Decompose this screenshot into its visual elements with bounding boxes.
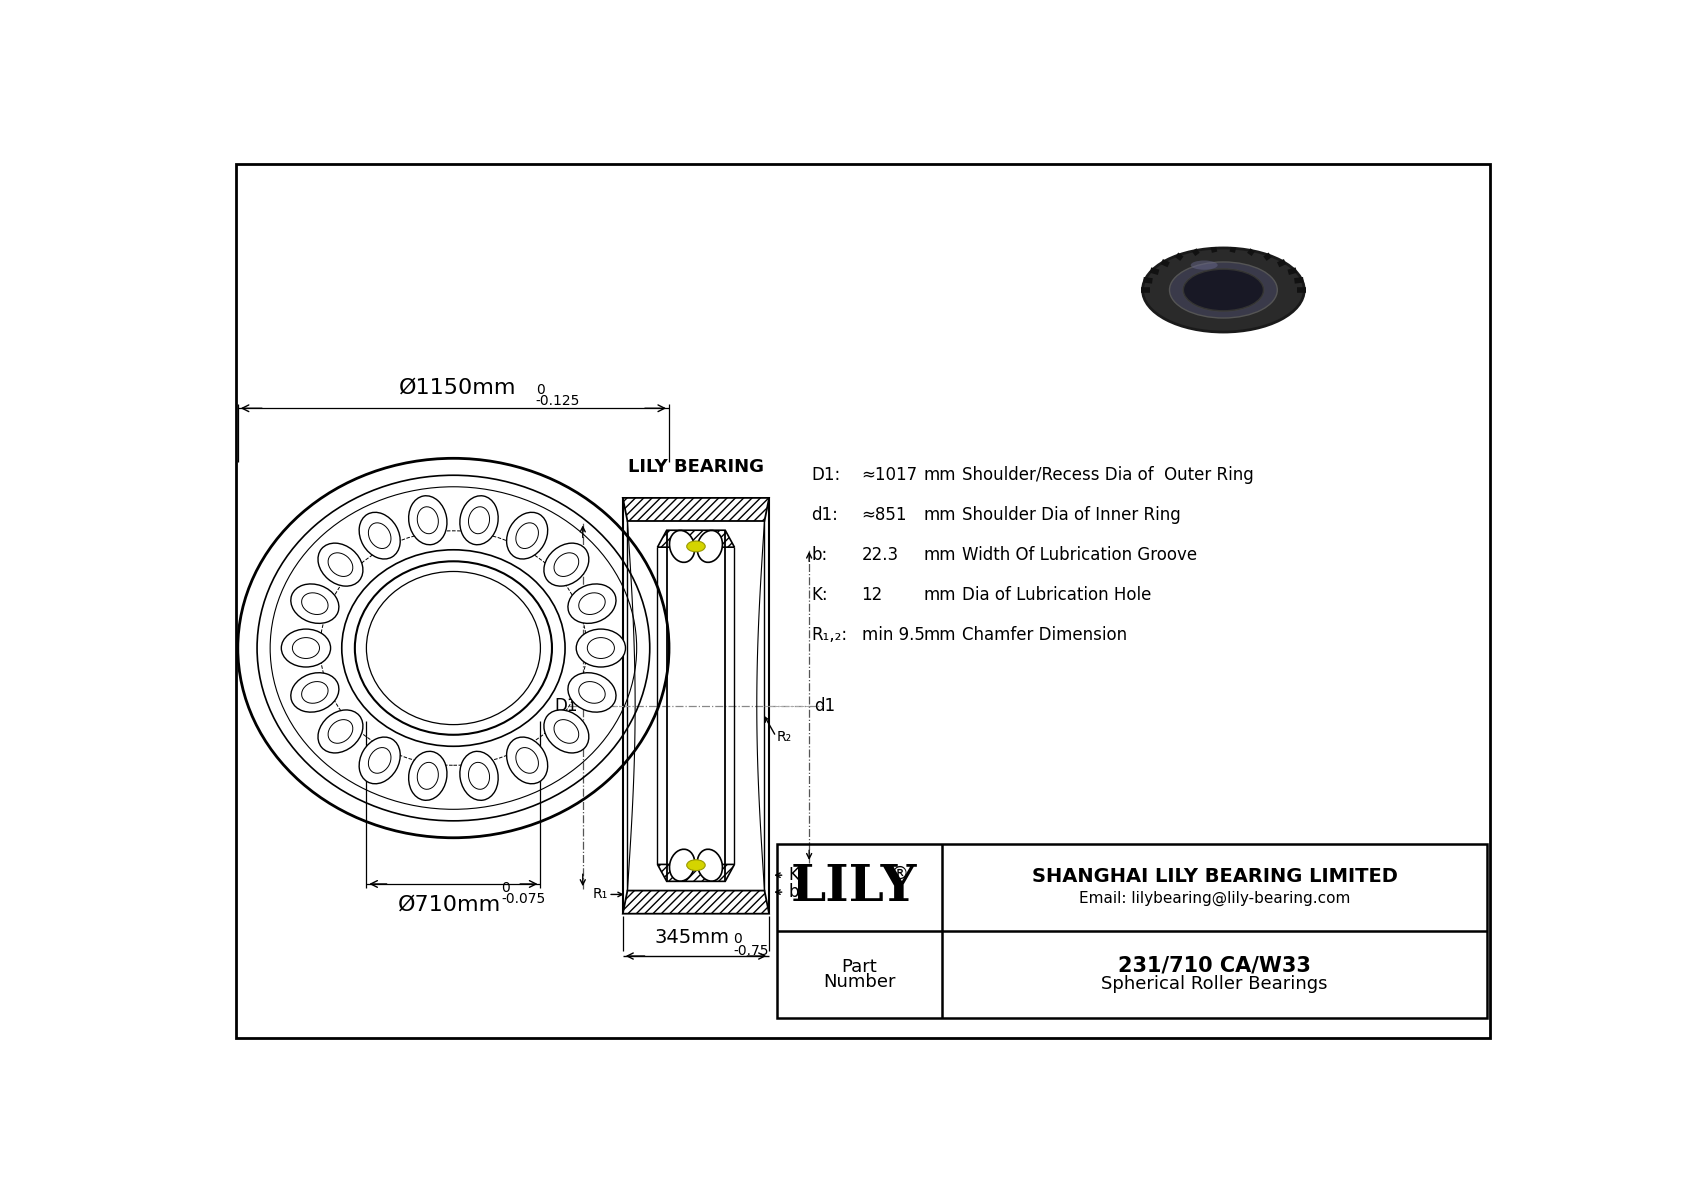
Ellipse shape: [507, 512, 547, 559]
Polygon shape: [657, 530, 734, 547]
Text: mm: mm: [923, 506, 955, 524]
Text: R₁: R₁: [593, 887, 608, 902]
Ellipse shape: [359, 512, 401, 559]
Text: Shoulder/Recess Dia of  Outer Ring: Shoulder/Recess Dia of Outer Ring: [962, 466, 1253, 484]
Bar: [776, 844, 1487, 1017]
Text: ®: ®: [891, 865, 909, 883]
Text: Width Of Lubrication Groove: Width Of Lubrication Groove: [962, 545, 1197, 563]
Ellipse shape: [507, 737, 547, 784]
Ellipse shape: [318, 710, 364, 753]
Text: 22.3: 22.3: [862, 545, 899, 563]
Text: mm: mm: [923, 466, 955, 484]
Text: ≈851: ≈851: [862, 506, 908, 524]
Text: K: K: [788, 866, 800, 884]
Text: -0.075: -0.075: [502, 892, 546, 906]
Text: Number: Number: [823, 973, 896, 991]
Text: mm: mm: [923, 626, 955, 644]
Text: b: b: [788, 884, 798, 902]
Ellipse shape: [1169, 262, 1276, 318]
Text: LILY BEARING: LILY BEARING: [628, 459, 765, 476]
Text: 0: 0: [502, 881, 510, 894]
Text: Spherical Roller Bearings: Spherical Roller Bearings: [1101, 974, 1327, 992]
Ellipse shape: [687, 860, 706, 871]
Ellipse shape: [1184, 269, 1263, 311]
Text: R₁,₂:: R₁,₂:: [812, 626, 847, 644]
Polygon shape: [623, 498, 770, 520]
Text: 0: 0: [536, 382, 544, 397]
Ellipse shape: [576, 629, 625, 667]
Text: R₂: R₂: [776, 730, 791, 743]
Ellipse shape: [318, 543, 364, 586]
Text: 231/710 CA/W33: 231/710 CA/W33: [1118, 955, 1310, 975]
Ellipse shape: [291, 673, 338, 712]
Ellipse shape: [544, 710, 589, 753]
Ellipse shape: [568, 584, 616, 623]
Ellipse shape: [687, 541, 706, 551]
Text: Shoulder Dia of Inner Ring: Shoulder Dia of Inner Ring: [962, 506, 1180, 524]
Ellipse shape: [291, 584, 338, 623]
Text: mm: mm: [923, 586, 955, 604]
Ellipse shape: [1184, 269, 1263, 311]
Text: Part: Part: [842, 958, 877, 975]
Text: Ø1150mm: Ø1150mm: [399, 378, 515, 398]
Ellipse shape: [697, 849, 722, 881]
Text: LILY: LILY: [790, 863, 916, 912]
Polygon shape: [623, 891, 770, 913]
Text: Chamfer Dimension: Chamfer Dimension: [962, 626, 1127, 644]
Ellipse shape: [544, 543, 589, 586]
Text: min 9.5: min 9.5: [862, 626, 925, 644]
Ellipse shape: [460, 752, 498, 800]
Text: d1: d1: [813, 697, 835, 715]
Ellipse shape: [460, 495, 498, 544]
Ellipse shape: [568, 673, 616, 712]
Ellipse shape: [409, 495, 446, 544]
Text: K:: K:: [812, 586, 829, 604]
Ellipse shape: [281, 629, 330, 667]
Text: D1: D1: [554, 697, 578, 715]
Text: -0.75: -0.75: [733, 943, 768, 958]
Ellipse shape: [670, 530, 695, 562]
Text: Dia of Lubrication Hole: Dia of Lubrication Hole: [962, 586, 1150, 604]
Ellipse shape: [670, 849, 695, 881]
Ellipse shape: [359, 737, 401, 784]
Text: 345mm: 345mm: [655, 928, 729, 947]
Text: SHANGHAI LILY BEARING LIMITED: SHANGHAI LILY BEARING LIMITED: [1032, 867, 1398, 886]
Text: mm: mm: [923, 545, 955, 563]
Text: ≈1017: ≈1017: [862, 466, 918, 484]
Ellipse shape: [1191, 261, 1218, 269]
Text: Ø710mm: Ø710mm: [397, 894, 502, 915]
Text: 12: 12: [862, 586, 882, 604]
Text: b:: b:: [812, 545, 829, 563]
Text: 0: 0: [733, 933, 741, 946]
Text: d1:: d1:: [812, 506, 839, 524]
Text: Email: lilybearing@lily-bearing.com: Email: lilybearing@lily-bearing.com: [1079, 891, 1351, 906]
Text: -0.125: -0.125: [536, 393, 581, 407]
Text: D1:: D1:: [812, 466, 840, 484]
Polygon shape: [657, 865, 734, 881]
Ellipse shape: [1142, 248, 1305, 332]
Ellipse shape: [409, 752, 446, 800]
Ellipse shape: [697, 530, 722, 562]
